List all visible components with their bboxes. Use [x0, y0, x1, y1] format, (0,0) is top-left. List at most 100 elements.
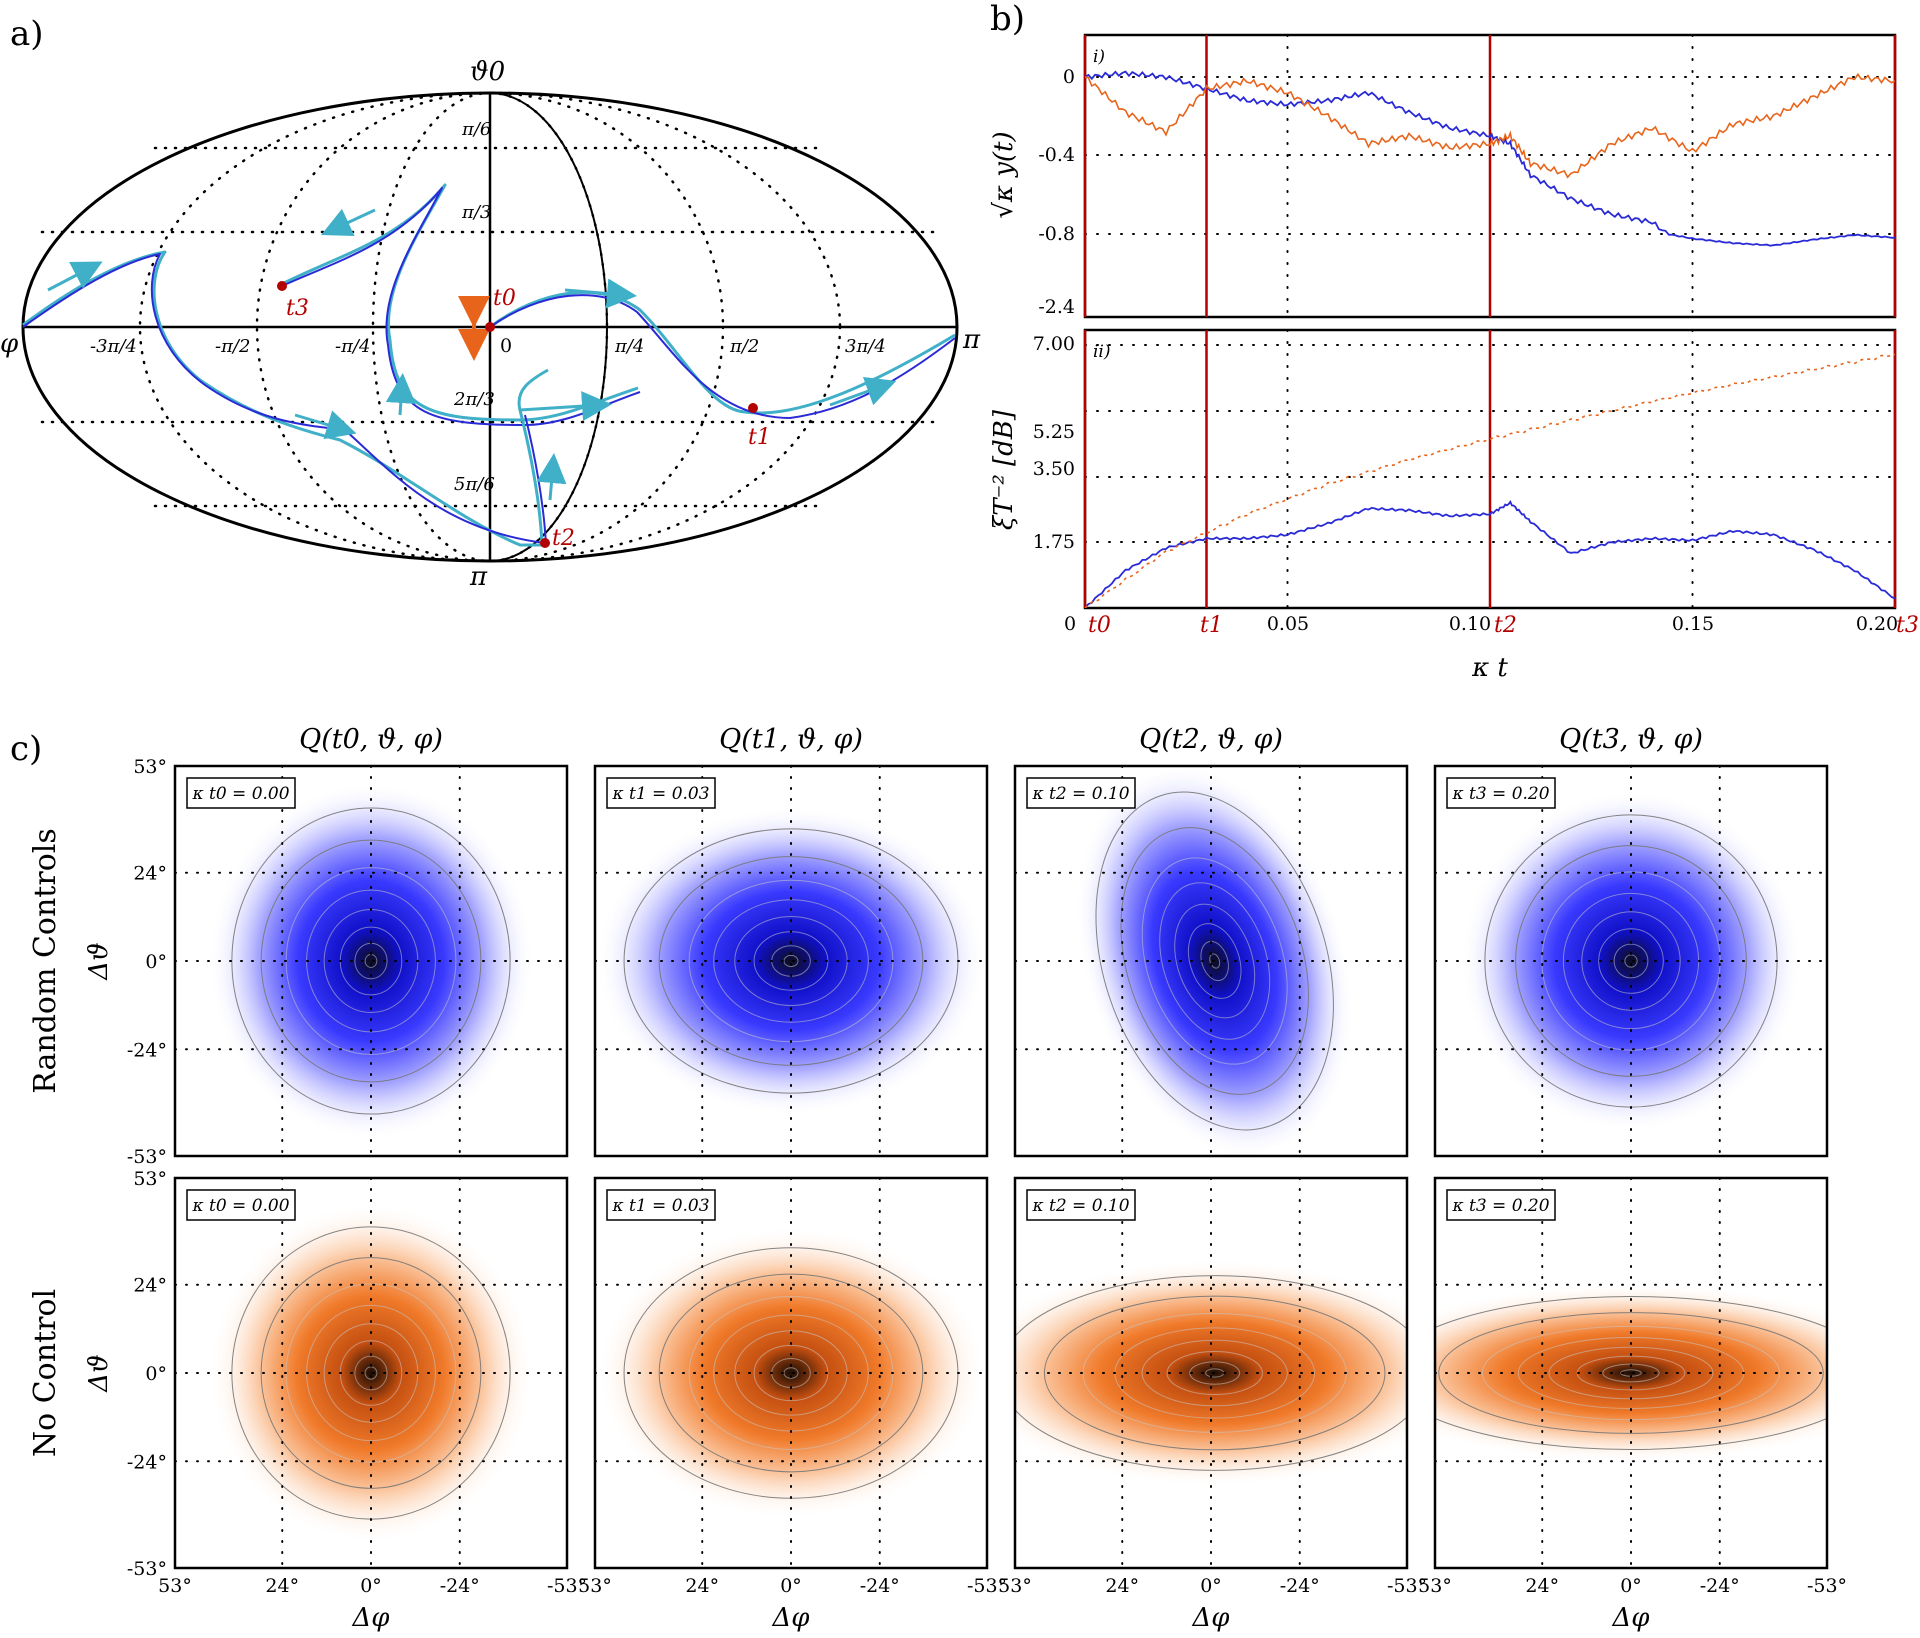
frame [1013, 1176, 1409, 1570]
y-tick: 3.50 [1033, 458, 1075, 480]
time-box-label: κ t3 = 0.20 [1451, 784, 1549, 804]
trajectories [22, 183, 956, 547]
contour [1598, 928, 1664, 994]
contour [1187, 923, 1242, 999]
y-tick: -24° [127, 1451, 167, 1473]
x-tick: 0° [780, 1575, 802, 1597]
y-tick: 5.25 [1033, 421, 1075, 443]
sphere-bottom-label: π [469, 562, 488, 592]
series-no-control [1085, 72, 1895, 179]
panel-c-label: c) [10, 729, 42, 769]
contour [1209, 953, 1221, 969]
x-tick: 0° [1620, 1575, 1642, 1597]
time-tick: t2 [1494, 613, 1517, 638]
q-panel: κ t0 = 0.00 53° 24° 0° -24° -53° Δϑ 53° 24° 0° -24… [84, 1168, 587, 1633]
density [1435, 1283, 1827, 1463]
time-ticks: t0 t1 t2 t3 [1088, 613, 1919, 638]
time-box-label: κ t1 = 0.03 [611, 1196, 709, 1216]
panel-b-label: b) [990, 0, 1025, 39]
contour [1015, 1275, 1407, 1471]
theta-ticks: π/6 π/3 2π/3 5π/6 [453, 119, 495, 495]
x-tick: -24° [860, 1575, 900, 1597]
marker-t0 [485, 322, 495, 332]
distribution [1015, 1259, 1407, 1487]
phi-tick: π/4 [614, 336, 644, 357]
y-tick: -53° [127, 1558, 167, 1580]
time-box [1026, 777, 1136, 809]
x-tick: 0.15 [1672, 613, 1714, 635]
y-axis-label: √κ y(t) [989, 131, 1019, 218]
time-vlines [1083, 35, 1897, 317]
q-panel: κ t1 = 0.03 Q(t1, ϑ, φ) [593, 724, 989, 1158]
y-tick: 0° [145, 951, 167, 973]
contour [1166, 1350, 1263, 1396]
time-tick: t0 [1088, 613, 1111, 638]
x-tick: 53° [158, 1575, 192, 1597]
time-tick: t1 [1200, 613, 1223, 638]
time-box [1446, 777, 1556, 809]
q-panel: κ t0 = 0.00 53° 24° 0° -24° -53° Δϑ Q(t0, ϑ, φ) [84, 724, 569, 1168]
density [1015, 1259, 1407, 1487]
x-tick: 24° [685, 1575, 719, 1597]
series-no-control [1085, 353, 1895, 608]
frame [1013, 764, 1409, 1158]
contour [1613, 943, 1649, 979]
contour [658, 1273, 924, 1473]
y-tick: 53° [133, 1168, 167, 1190]
theta-tick: π/6 [461, 119, 491, 140]
sphere-top-label: ϑ0 [470, 57, 505, 87]
phi-tick: π/2 [729, 336, 759, 357]
column-title: Q(t3, ϑ, φ) [1559, 724, 1703, 755]
frame [173, 764, 569, 1158]
label-t2: t2 [552, 526, 575, 551]
x-axis-label: κ t [1471, 653, 1508, 683]
time-markers: t0 t1 t2 t3 [277, 281, 771, 551]
contour [1120, 827, 1309, 1095]
y-axis-label: Δϑ [84, 1354, 114, 1392]
y-tick: -2.4 [1038, 296, 1075, 318]
y-tick: -24° [127, 1039, 167, 1061]
time-box-label: κ t0 = 0.00 [191, 784, 289, 804]
sphere-center-label: 0 [500, 335, 512, 357]
x-tick: 53° [578, 1575, 612, 1597]
series [1085, 353, 1895, 608]
bloch-sphere-projection: t0 t1 t2 t3 ϑ0 φ π π 0 -3π/4 -π/2 -π/4 π… [0, 57, 981, 592]
label-t3: t3 [286, 296, 309, 321]
x-tick: 0.20 [1856, 613, 1898, 635]
distribution [1435, 1283, 1827, 1463]
contour [1141, 1339, 1288, 1407]
theta-tick: π/3 [461, 202, 491, 223]
y-ticks: 0 -0.4 -0.8 -2.4 [1038, 66, 1075, 318]
phi-tick: -π/4 [335, 336, 370, 357]
q-panel: κ t1 = 0.03 53° 24° 0° -24° -53° Δφ [578, 1176, 1007, 1633]
plot-b-ii: ii) 7.00 5.25 3.50 1.75 ξT⁻² [dB] 0 0.05… [989, 328, 1919, 683]
panel-tag: ii) [1093, 342, 1111, 362]
q-panel: κ t3 = 0.20 Q(t3, ϑ, φ) [1433, 724, 1829, 1158]
x-tick: -53° [547, 1575, 587, 1597]
y-ticks: 7.00 5.25 3.50 1.75 [1033, 333, 1075, 553]
y-axis-label: ξT⁻² [dB] [989, 409, 1019, 530]
time-box [186, 1189, 296, 1221]
x-tick: -24° [1280, 1575, 1320, 1597]
distribution [595, 806, 987, 1116]
x-tick: 24° [1105, 1575, 1139, 1597]
density [595, 1226, 987, 1520]
measured-trajectory [22, 253, 546, 544]
latitude-grid [40, 146, 940, 508]
x-tick: -53° [1807, 1575, 1847, 1597]
y-tick: 24° [133, 1275, 167, 1297]
time-box [606, 777, 716, 809]
frame [593, 764, 989, 1158]
time-box-label: κ t0 = 0.00 [191, 1196, 289, 1216]
y-tick: -53° [127, 1146, 167, 1168]
density [208, 782, 534, 1140]
y-tick: 24° [133, 863, 167, 885]
series [1085, 70, 1895, 247]
contour [658, 856, 924, 1066]
y-tick: -0.8 [1038, 223, 1075, 245]
row-label: Random Controls [28, 828, 63, 1094]
y-tick: 1.75 [1033, 531, 1075, 553]
theta-tick: 2π/3 [453, 389, 495, 410]
marker-t1 [748, 403, 758, 413]
time-box [1446, 1189, 1556, 1221]
